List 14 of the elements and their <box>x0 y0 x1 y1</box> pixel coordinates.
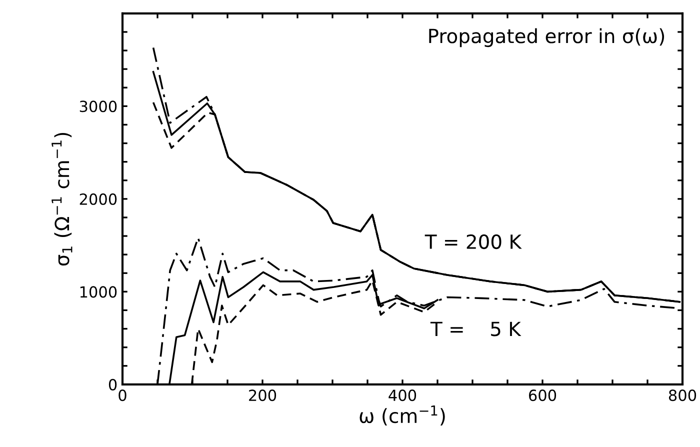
x-tick-label: 200 <box>249 390 276 402</box>
y-tick-label: 3000 <box>80 100 117 112</box>
x-tick-label: 0 <box>118 390 126 402</box>
annotation: T = 5 K <box>430 322 522 336</box>
annotation: T = 200 K <box>424 234 522 250</box>
y-tick-label: 1000 <box>80 286 117 298</box>
y-axis-title: σ$_{1}$ (Ω$^{−1}$ cm$^{−1}$) <box>52 132 72 266</box>
x-axis-title: ω (cm$^{−1}$) <box>360 406 445 426</box>
x-tick-label: 600 <box>528 390 556 402</box>
y-tick-label: 0 <box>108 378 117 390</box>
x-tick-label: 800 <box>668 390 696 402</box>
y-tick-label: 2000 <box>80 193 117 205</box>
x-tick-label: 400 <box>388 390 416 402</box>
annotation: Propagated error in σ(ω) <box>429 28 664 48</box>
